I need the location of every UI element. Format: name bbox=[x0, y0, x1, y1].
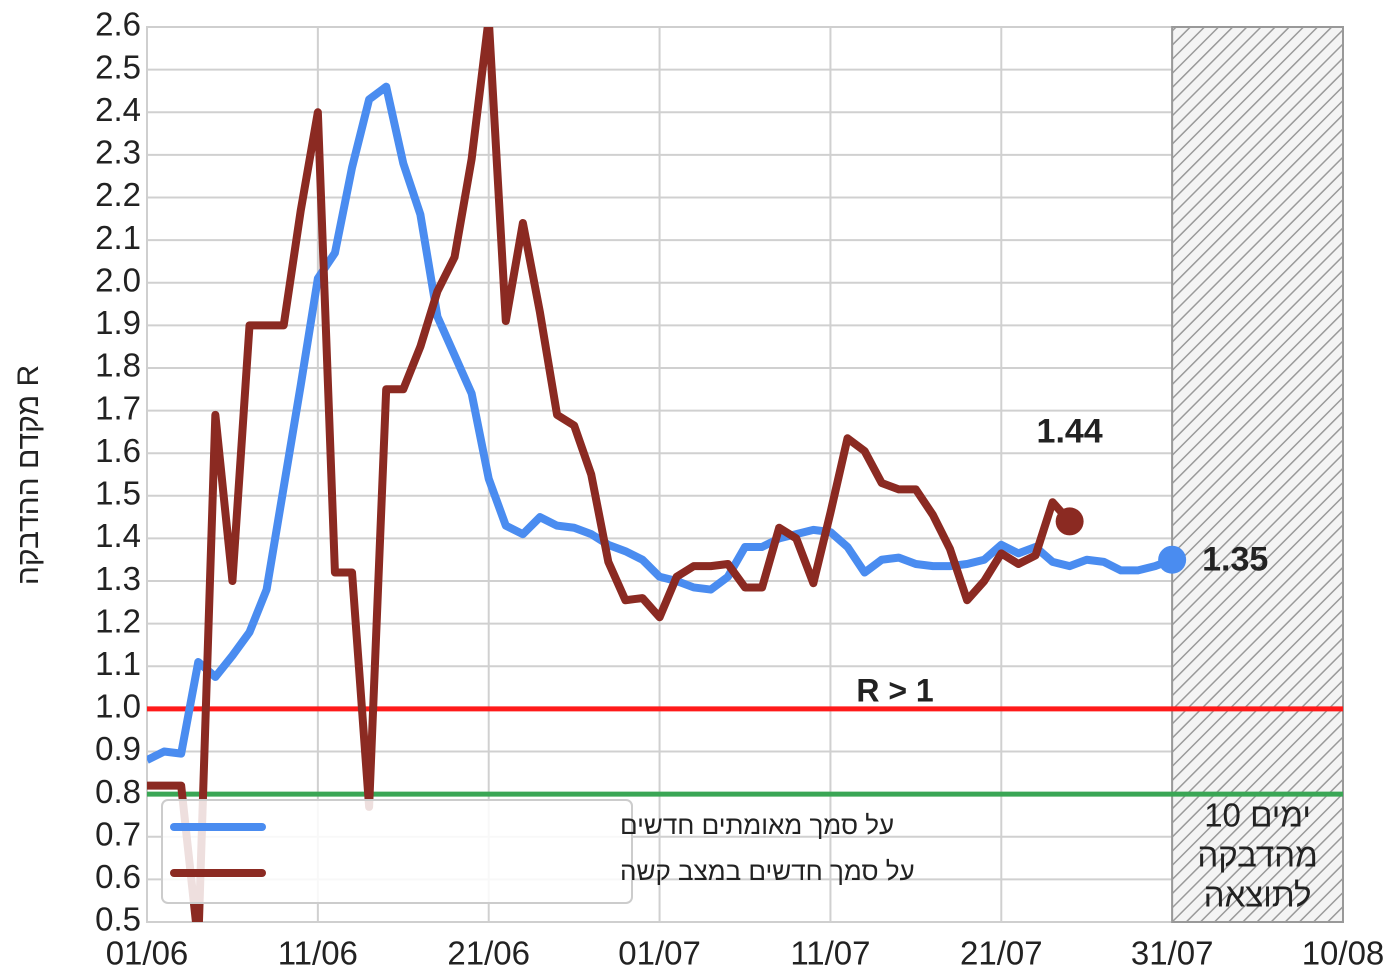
y-tick-label: 2.5 bbox=[95, 48, 141, 85]
y-tick-label: 1.8 bbox=[95, 347, 141, 384]
y-tick-label: 1.7 bbox=[95, 389, 141, 426]
plot-frame bbox=[146, 26, 1344, 923]
y-tick-label: 1.6 bbox=[95, 432, 141, 469]
y-tick-label: 2.2 bbox=[95, 176, 141, 213]
y-tick-label: 0.9 bbox=[95, 730, 141, 767]
end-label: 1.44 bbox=[1037, 412, 1103, 450]
y-tick-label: 0.5 bbox=[95, 901, 141, 938]
y-tick-label: 1.9 bbox=[95, 304, 141, 341]
shaded-label: לתוצאה bbox=[1204, 877, 1312, 914]
x-tick-label: 01/07 bbox=[618, 935, 701, 972]
y-tick-label: 0.7 bbox=[95, 815, 141, 852]
y-tick-label: 1.4 bbox=[95, 517, 141, 554]
x-tick-label: 21/07 bbox=[960, 935, 1043, 972]
x-tick-label: 11/07 bbox=[790, 935, 870, 972]
y-tick-label: 2.1 bbox=[95, 219, 141, 256]
y-tick-label: 0.6 bbox=[95, 858, 141, 895]
y-tick-label: 1.5 bbox=[95, 475, 141, 512]
legend: על סמך מאומתים חדשים על סמך חדשים במצב קש… bbox=[161, 799, 915, 904]
shaded-region bbox=[1171, 26, 1344, 923]
y-tick-label: 1.2 bbox=[95, 602, 141, 639]
x-tick-label: 10/08 bbox=[1302, 935, 1385, 972]
end-label: 1.35 bbox=[1202, 541, 1268, 579]
legend-label: על סמך מאומתים חדשים bbox=[620, 810, 894, 840]
shaded-label: מהדבקה bbox=[1197, 837, 1317, 874]
y-tick-label: 1.3 bbox=[95, 560, 141, 597]
y-axis-label: מקדם ההדבקה R bbox=[12, 365, 45, 585]
y-tick-label: 0.8 bbox=[95, 773, 141, 810]
x-tick-label: 21/06 bbox=[447, 935, 530, 972]
x-tick-label: 31/07 bbox=[1131, 935, 1214, 972]
shaded-label: 10 ימים bbox=[1204, 797, 1311, 834]
legend-label: על סמך חדשים במצב קשה bbox=[620, 856, 915, 886]
y-tick-label: 2.6 bbox=[95, 6, 141, 43]
end-point bbox=[1158, 545, 1187, 574]
end-point bbox=[1055, 507, 1084, 536]
series-line bbox=[147, 82, 1174, 764]
y-tick-label: 1.0 bbox=[95, 688, 141, 725]
legend-box bbox=[161, 799, 633, 904]
series-line bbox=[147, 27, 1073, 922]
reference-label: R > 1 bbox=[856, 672, 933, 708]
y-tick-label: 1.1 bbox=[95, 645, 141, 682]
x-tick-label: 11/06 bbox=[278, 935, 358, 972]
y-tick-label: 2.0 bbox=[95, 261, 141, 298]
y-tick-label: 2.3 bbox=[95, 134, 141, 171]
x-tick-label: 01/06 bbox=[106, 935, 189, 972]
y-tick-label: 2.4 bbox=[95, 91, 141, 128]
